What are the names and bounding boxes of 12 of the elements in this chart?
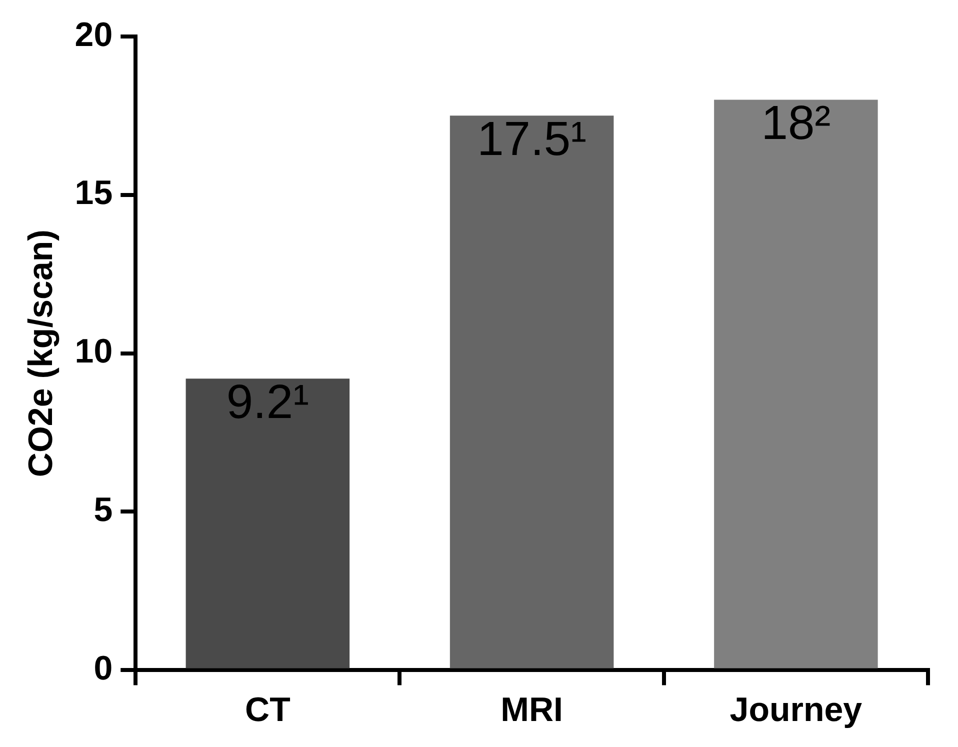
data-label: 18² <box>761 97 831 150</box>
y-tick-label: 5 <box>94 491 113 530</box>
y-tick-label: 20 <box>74 16 113 54</box>
x-tick-label: CT <box>245 690 291 729</box>
data-label: 9.2¹ <box>226 376 310 429</box>
y-tick-label: 0 <box>94 650 113 688</box>
y-tick-label: 15 <box>74 174 113 212</box>
x-tick-label: MRI <box>500 690 563 729</box>
data-label: 17.5¹ <box>477 112 587 166</box>
y-axis-title: CO2e (kg/scan) <box>22 230 60 478</box>
x-tick-label: Journey <box>730 690 862 729</box>
y-tick-label: 10 <box>74 332 113 371</box>
